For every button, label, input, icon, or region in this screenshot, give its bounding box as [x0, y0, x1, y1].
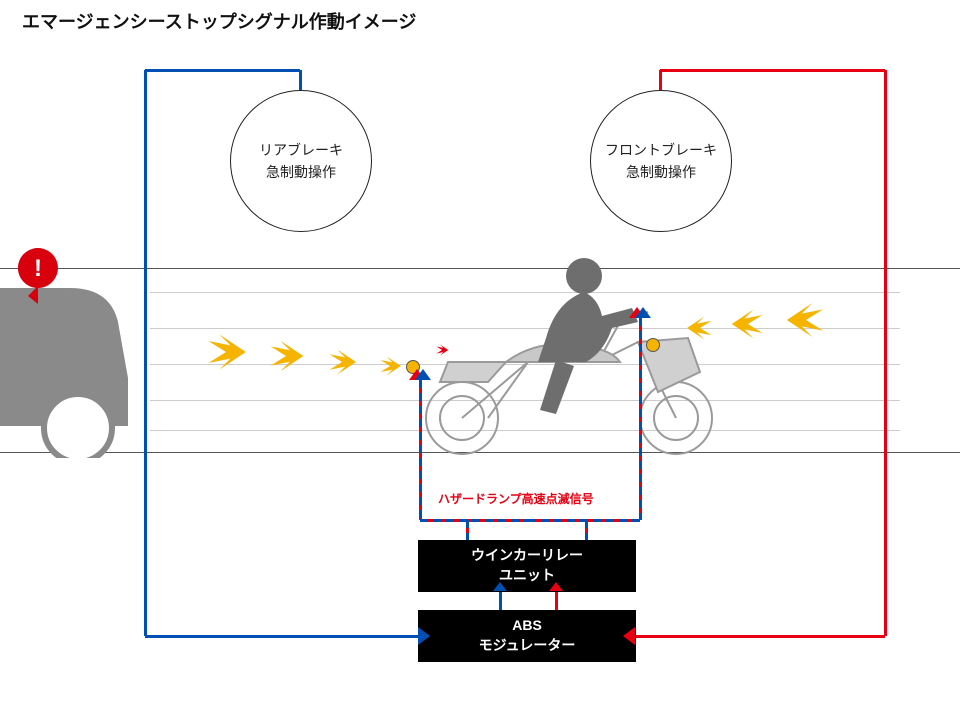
relay-line2: ユニット: [499, 566, 555, 586]
abs-line1: ABS: [512, 616, 542, 636]
signal-line-dashed: [466, 520, 469, 540]
flash-icon: [678, 306, 721, 349]
flash-icon: [319, 339, 366, 386]
signal-line: [660, 69, 885, 72]
signal-line: [555, 592, 558, 610]
flash-icon: [774, 288, 838, 352]
signal-line: [145, 69, 300, 72]
alert-glyph: !: [34, 255, 42, 282]
flash-icon: [372, 348, 408, 384]
signal-line: [145, 635, 418, 638]
front-brake-line2: 急制動操作: [626, 161, 696, 183]
page-title: エマージェンシーストップシグナル作動イメージ: [22, 8, 416, 34]
relay-line1: ウインカーリレー: [471, 546, 583, 566]
flash-icon: [257, 327, 315, 385]
signal-line-dashed: [420, 519, 528, 522]
front-brake-line1: フロントブレーキ: [605, 139, 717, 161]
signal-line-dashed: [585, 520, 588, 540]
flash-icon: [193, 319, 259, 385]
arrowhead-icon: [415, 369, 431, 380]
rear-brake-circle: リアブレーキ 急制動操作: [230, 90, 372, 232]
front-turn-signal-bulb: [646, 338, 660, 352]
abs-modulator-box: ABS モジュレーター: [418, 610, 636, 662]
alert-icon: !: [16, 248, 60, 309]
flash-icon: [432, 340, 453, 361]
arrowhead-icon: [418, 627, 430, 645]
arrowhead-icon: [493, 582, 507, 591]
rear-brake-line2: 急制動操作: [266, 161, 336, 183]
signal-line-dashed: [639, 318, 642, 520]
relay-unit-box: ウインカーリレー ユニット: [418, 540, 636, 592]
hazard-signal-label: ハザードランプ高速点滅信号: [438, 490, 594, 507]
arrowhead-icon: [635, 307, 651, 318]
flash-icon: [721, 297, 775, 351]
abs-line2: モジュレーター: [479, 636, 576, 656]
signal-line: [144, 70, 147, 636]
rear-brake-line1: リアブレーキ: [259, 139, 343, 161]
signal-line: [659, 70, 662, 90]
arrowhead-icon: [623, 627, 635, 645]
signal-line: [299, 70, 302, 90]
signal-line: [884, 70, 887, 636]
arrowhead-icon: [549, 582, 563, 591]
signal-line: [499, 592, 502, 610]
front-brake-circle: フロントブレーキ 急制動操作: [590, 90, 732, 232]
signal-line: [636, 635, 885, 638]
signal-line-dashed: [419, 380, 422, 520]
